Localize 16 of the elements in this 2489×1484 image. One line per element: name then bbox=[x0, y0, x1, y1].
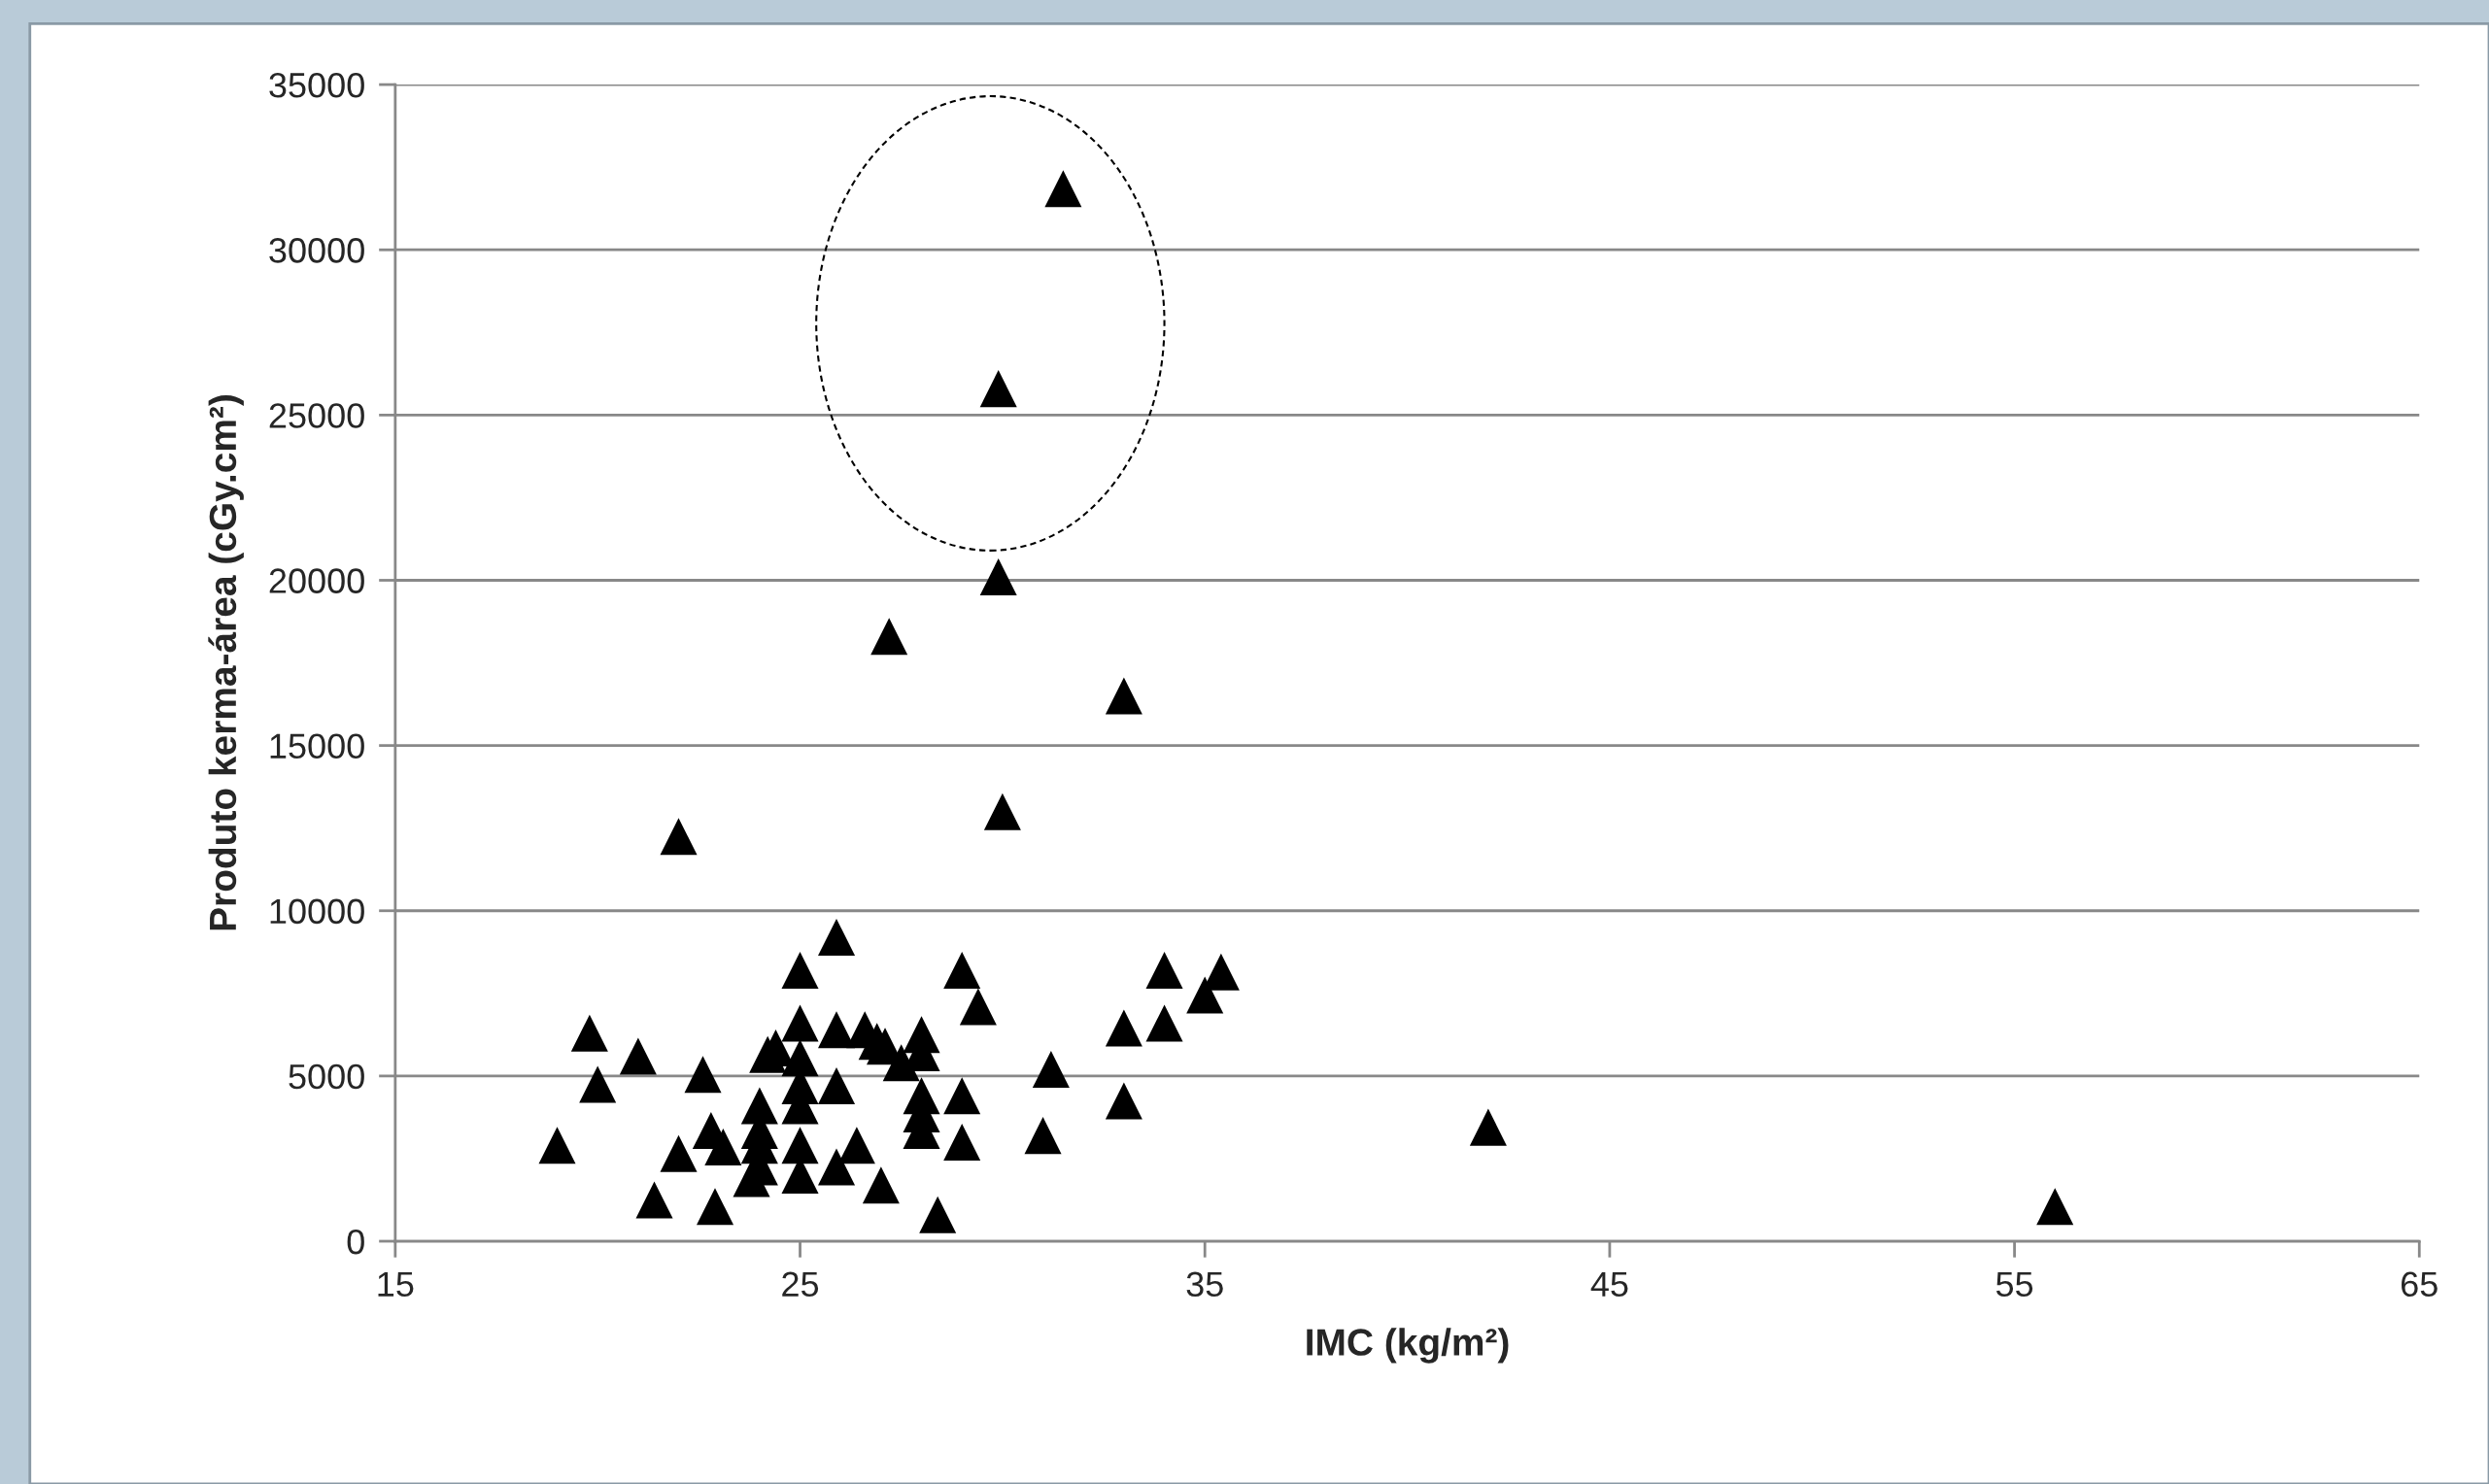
x-tick-label: 65 bbox=[2402, 1271, 2438, 1298]
x-tick-label: 15 bbox=[378, 1271, 414, 1298]
y-tick-label: 20000 bbox=[269, 568, 364, 593]
y-tick-label: 0 bbox=[347, 1229, 364, 1255]
y-tick-label: 5000 bbox=[289, 1063, 364, 1090]
y-tick-label: 25000 bbox=[269, 403, 364, 428]
y-axis-title: Produto kerma-área (cGy.cm²) bbox=[208, 395, 244, 930]
y-tick-label: 35000 bbox=[269, 72, 364, 98]
x-tick-label: 45 bbox=[1590, 1271, 1628, 1298]
x-tick-label: 55 bbox=[1995, 1271, 2033, 1298]
y-tick-label: 10000 bbox=[270, 898, 364, 925]
x-tick-label: 35 bbox=[1186, 1271, 1223, 1298]
y-tick-label: 30000 bbox=[269, 238, 364, 263]
x-tick-label: 25 bbox=[782, 1271, 819, 1298]
y-tick-label: 15000 bbox=[270, 733, 364, 759]
x-axis-title: IMC (kg/m²) bbox=[1307, 1328, 1509, 1364]
